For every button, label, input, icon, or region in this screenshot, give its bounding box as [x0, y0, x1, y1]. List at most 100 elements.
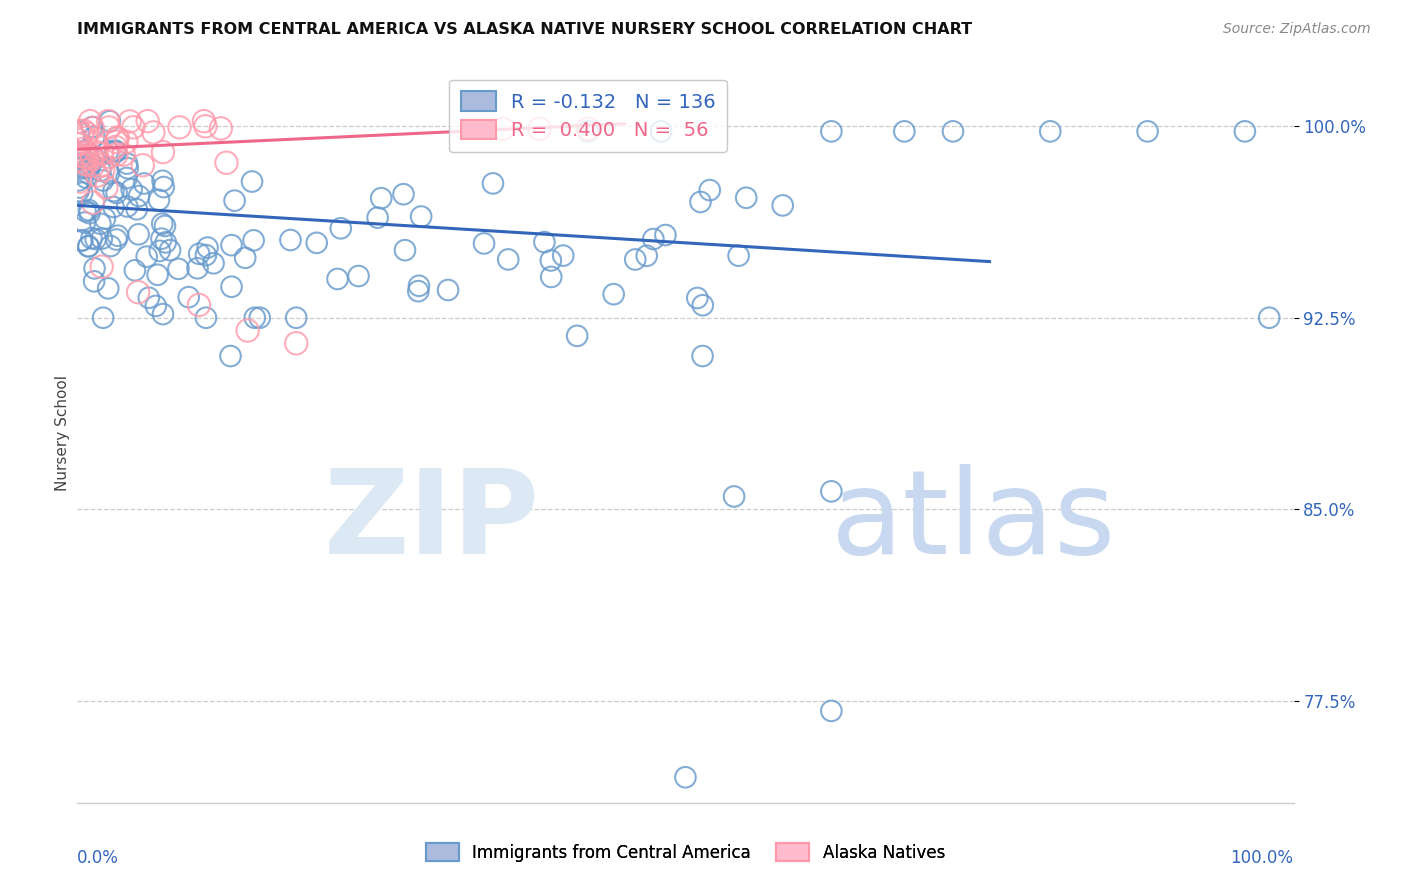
Point [73, 150, 96, 164]
Point [893, 124, 915, 138]
Point [115, 156, 138, 170]
Point [118, 114, 141, 128]
Point [411, 210, 433, 224]
Point [84, 232, 107, 246]
Point [75, 170, 97, 185]
Point [76, 151, 98, 165]
Point [73, 124, 96, 138]
Point [186, 261, 208, 276]
Point [148, 193, 170, 207]
Point [70, 152, 93, 166]
Point [188, 298, 211, 312]
Point [82, 120, 104, 134]
Point [820, 124, 842, 138]
Point [209, 121, 232, 136]
Point [127, 285, 149, 300]
Point [79, 157, 101, 171]
Point [492, 121, 515, 136]
Point [104, 140, 127, 154]
Point [75, 131, 97, 145]
Point [132, 158, 155, 172]
Point [367, 211, 389, 225]
Point [89, 217, 111, 231]
Point [91, 173, 114, 187]
Point [82, 159, 104, 173]
Point [215, 155, 238, 169]
Point [77, 161, 100, 175]
Text: 0.0%: 0.0% [77, 849, 120, 867]
Point [70, 148, 93, 162]
Point [90, 232, 112, 246]
Point [692, 349, 714, 363]
Point [83, 129, 105, 144]
Point [370, 191, 392, 205]
Point [77, 203, 100, 218]
Point [177, 290, 200, 304]
Point [79, 206, 101, 220]
Point [67, 173, 90, 187]
Point [96, 180, 118, 194]
Point [347, 268, 370, 283]
Point [67, 124, 90, 138]
Text: atlas: atlas [831, 464, 1116, 579]
Point [576, 124, 599, 138]
Point [820, 484, 842, 499]
Point [67, 184, 90, 198]
Point [67, 180, 90, 194]
Point [69, 136, 91, 151]
Point [624, 252, 647, 267]
Point [529, 121, 551, 136]
Point [482, 177, 505, 191]
Point [942, 124, 965, 138]
Point [167, 261, 190, 276]
Point [576, 121, 599, 136]
Point [77, 239, 100, 253]
Point [553, 249, 575, 263]
Point [636, 249, 658, 263]
Point [153, 219, 176, 233]
Point [406, 284, 429, 298]
Point [149, 244, 172, 258]
Point [115, 135, 138, 149]
Point [75, 144, 97, 158]
Point [1136, 124, 1159, 138]
Point [152, 174, 174, 188]
Point [772, 198, 794, 212]
Point [135, 250, 157, 264]
Point [1039, 124, 1062, 138]
Point [219, 349, 242, 363]
Point [73, 145, 96, 160]
Point [152, 145, 174, 160]
Point [105, 147, 128, 161]
Point [80, 231, 103, 245]
Point [285, 310, 308, 325]
Point [115, 171, 138, 186]
Point [75, 156, 97, 170]
Point [86, 169, 108, 183]
Point [699, 183, 721, 197]
Point [75, 157, 97, 171]
Point [285, 336, 308, 351]
Point [233, 251, 256, 265]
Point [82, 121, 104, 136]
Point [107, 228, 129, 243]
Point [197, 241, 219, 255]
Point [305, 235, 328, 250]
Point [72, 233, 94, 247]
Point [89, 163, 111, 178]
Point [392, 187, 415, 202]
Point [134, 177, 156, 191]
Point [69, 161, 91, 176]
Point [675, 770, 697, 784]
Point [735, 191, 758, 205]
Point [91, 163, 114, 178]
Point [98, 120, 121, 135]
Y-axis label: Nursery School: Nursery School [55, 375, 70, 491]
Point [72, 142, 94, 156]
Point [150, 217, 173, 231]
Point [105, 135, 128, 149]
Point [79, 114, 101, 128]
Point [221, 279, 243, 293]
Point [692, 298, 714, 312]
Point [75, 204, 97, 219]
